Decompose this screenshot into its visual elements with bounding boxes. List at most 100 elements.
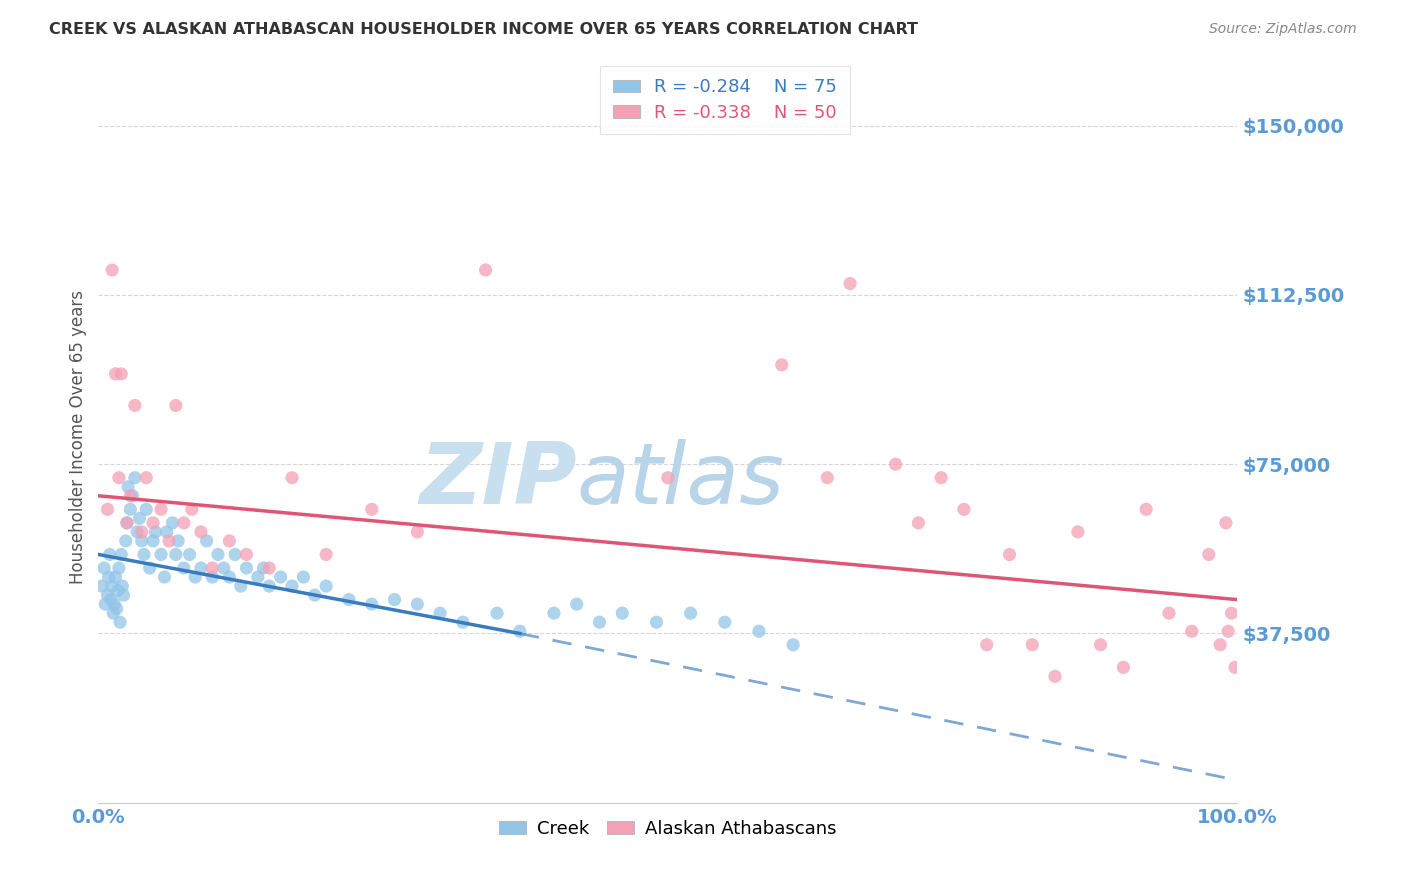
- Point: [1220, 606, 1243, 620]
- Y-axis label: Householder Income Over 65 years: Householder Income Over 65 years: [69, 290, 87, 584]
- Point: [111, 579, 134, 593]
- Point: [1135, 502, 1157, 516]
- Point: [100, 592, 122, 607]
- Point: [907, 516, 929, 530]
- Point: [110, 367, 132, 381]
- Point: [212, 561, 235, 575]
- Point: [360, 597, 382, 611]
- Point: [156, 524, 179, 539]
- Point: [304, 588, 326, 602]
- Point: [157, 533, 180, 548]
- Point: [145, 524, 167, 539]
- Point: [612, 606, 634, 620]
- Point: [115, 516, 138, 530]
- Point: [588, 615, 610, 630]
- Point: [235, 548, 257, 562]
- Point: [509, 624, 531, 639]
- Point: [315, 548, 337, 562]
- Text: ZIP: ZIP: [419, 440, 576, 523]
- Point: [135, 502, 157, 516]
- Point: [132, 548, 155, 562]
- Point: [112, 588, 135, 602]
- Point: [179, 548, 201, 562]
- Point: [124, 399, 146, 413]
- Point: [229, 579, 252, 593]
- Point: [714, 615, 737, 630]
- Point: [1043, 669, 1066, 683]
- Point: [543, 606, 565, 620]
- Point: [131, 524, 153, 539]
- Point: [839, 277, 862, 291]
- Point: [180, 502, 202, 516]
- Text: atlas: atlas: [576, 440, 785, 523]
- Point: [259, 561, 281, 575]
- Point: [565, 597, 588, 611]
- Point: [96, 502, 118, 516]
- Point: [337, 592, 360, 607]
- Point: [281, 471, 304, 485]
- Point: [218, 570, 240, 584]
- Point: [142, 516, 165, 530]
- Point: [121, 489, 143, 503]
- Point: [184, 570, 207, 584]
- Point: [218, 533, 240, 548]
- Point: [167, 533, 190, 548]
- Point: [190, 524, 212, 539]
- Point: [384, 592, 406, 607]
- Point: [406, 597, 429, 611]
- Point: [128, 511, 150, 525]
- Point: [173, 516, 195, 530]
- Point: [451, 615, 474, 630]
- Point: [165, 399, 187, 413]
- Point: [127, 524, 149, 539]
- Point: [101, 579, 124, 593]
- Point: [815, 471, 838, 485]
- Point: [246, 570, 269, 584]
- Legend: Creek, Alaskan Athabascans: Creek, Alaskan Athabascans: [492, 813, 844, 845]
- Point: [292, 570, 315, 584]
- Point: [486, 606, 509, 620]
- Point: [252, 561, 274, 575]
- Point: [108, 561, 131, 575]
- Point: [190, 561, 212, 575]
- Point: [679, 606, 702, 620]
- Point: [1157, 606, 1180, 620]
- Point: [104, 367, 127, 381]
- Point: [115, 516, 138, 530]
- Point: [748, 624, 770, 639]
- Point: [153, 570, 176, 584]
- Point: [93, 561, 115, 575]
- Point: [315, 579, 337, 593]
- Point: [782, 638, 804, 652]
- Point: [162, 516, 184, 530]
- Point: [90, 579, 112, 593]
- Point: [1021, 638, 1043, 652]
- Point: [98, 548, 121, 562]
- Point: [998, 548, 1021, 562]
- Point: [195, 533, 218, 548]
- Point: [201, 561, 224, 575]
- Point: [97, 570, 120, 584]
- Point: [120, 502, 142, 516]
- Point: [270, 570, 292, 584]
- Point: [110, 548, 132, 562]
- Point: [103, 606, 125, 620]
- Point: [104, 570, 127, 584]
- Point: [259, 579, 281, 593]
- Point: [1112, 660, 1135, 674]
- Point: [201, 570, 224, 584]
- Point: [103, 597, 125, 611]
- Point: [953, 502, 976, 516]
- Point: [1223, 660, 1246, 674]
- Point: [120, 489, 142, 503]
- Point: [474, 263, 496, 277]
- Point: [207, 548, 229, 562]
- Point: [235, 561, 257, 575]
- Point: [124, 471, 146, 485]
- Point: [884, 457, 907, 471]
- Point: [114, 533, 136, 548]
- Point: [1090, 638, 1112, 652]
- Point: [105, 601, 128, 615]
- Point: [107, 583, 129, 598]
- Point: [645, 615, 668, 630]
